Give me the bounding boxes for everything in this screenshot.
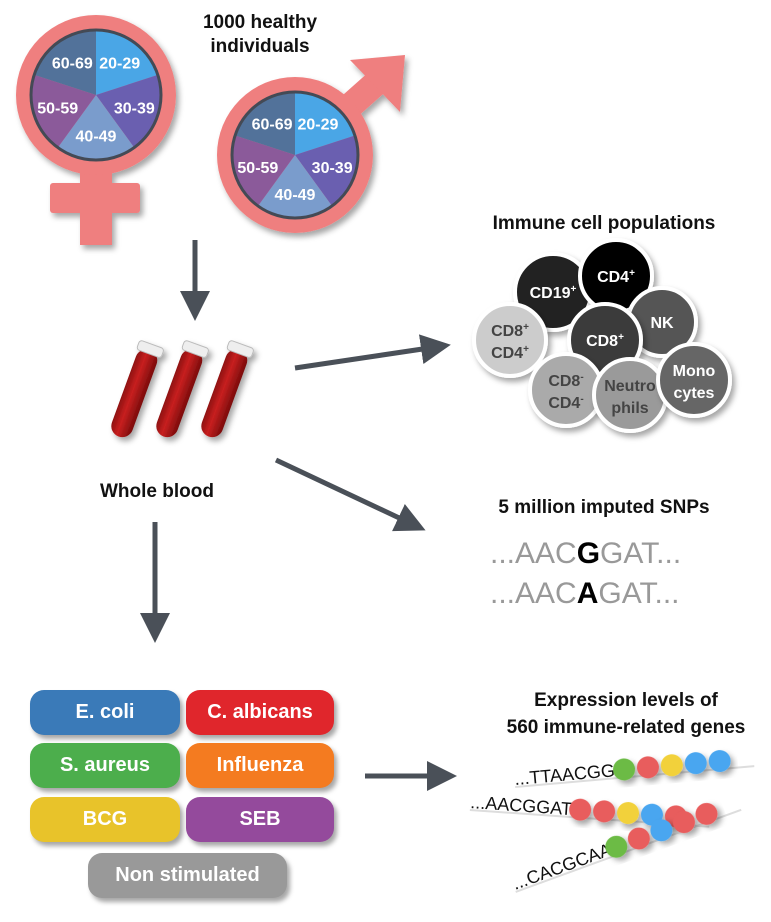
cell-label: CD4+ <box>491 344 529 362</box>
male-age-pie: 20-29 30-39 40-49 50-59 60-69 <box>230 90 360 220</box>
cell-cd8cd4: CD8+ CD4+ <box>472 302 548 378</box>
pie-label: 20-29 <box>297 116 338 133</box>
pie-label: 40-49 <box>76 128 117 145</box>
title-line-1: 1000 healthy <box>203 12 317 33</box>
arrow-to-immune-cells <box>294 334 451 371</box>
pie-label: 60-69 <box>52 55 93 72</box>
blood-tubes-icon <box>111 340 254 438</box>
expression-rows: ...TTAACGG ...AACGGAT ...CACGCAA <box>470 750 755 894</box>
expression-dot <box>569 798 592 821</box>
cell-label: CD4+ <box>597 268 635 286</box>
cell-label: CD4- <box>548 394 583 412</box>
expression-dot <box>695 802 718 825</box>
pie-label: 50-59 <box>37 100 78 117</box>
snp-sequences: ...AACGGAT... ...AACAGAT... <box>490 537 681 610</box>
expression-row: ...TTAACGG <box>514 750 755 789</box>
pie-slice-40-49 <box>57 95 135 160</box>
expression-dot <box>617 802 640 825</box>
arrow-to-snps <box>274 457 426 532</box>
snp-sequence: ...AACAGAT... <box>490 577 680 610</box>
gene-sequence: ...AACGGAT <box>470 792 573 819</box>
pie-label: 40-49 <box>275 187 316 204</box>
pie-slice-60-69 <box>34 30 96 95</box>
cell-nk: NK <box>626 286 698 358</box>
cell-label: NK <box>650 315 674 332</box>
pie-slice-60-69 <box>235 92 295 155</box>
pie-slice-50-59 <box>31 74 97 148</box>
pie-slice-20-29 <box>96 30 158 95</box>
cell-label: CD8+ <box>586 332 624 350</box>
expression-dot <box>613 758 636 781</box>
cell-monocytes: Mono cytes <box>656 342 732 418</box>
expression-dot <box>672 811 695 834</box>
expression-dot <box>593 800 616 823</box>
cell-label: Mono <box>673 363 716 380</box>
stimulus-influenza: Influenza <box>186 743 334 788</box>
pie-label: 30-39 <box>114 100 155 117</box>
pie-label: 20-29 <box>99 55 140 72</box>
cell-label: CD8- <box>548 372 583 390</box>
female-age-pie: 20-29 30-39 40-49 50-59 60-69 <box>29 28 163 162</box>
expression-dot <box>650 819 673 842</box>
snps-title: 5 million imputed SNPs <box>498 497 709 518</box>
snp-sequence: ...AACGGAT... <box>490 537 681 570</box>
cell-neutrophils: Neutro phils <box>592 357 668 433</box>
pie-slice-40-49 <box>257 155 333 219</box>
pie-slice-30-39 <box>96 74 162 148</box>
snp-allele: G <box>577 537 600 570</box>
cell-cd8cd4: CD8- CD4- <box>528 352 604 428</box>
expression-title-1: Expression levels of <box>534 690 718 711</box>
stimulus-c-albicans: C. albicans <box>186 690 334 735</box>
pie-slice-20-29 <box>295 92 355 155</box>
cell-cd4: CD4+ <box>578 238 654 314</box>
gene-sequence: ...TTAACGG <box>514 760 616 789</box>
expression-dot <box>627 827 650 850</box>
stimulus-seb: SEB <box>186 797 334 842</box>
pie-slice-50-59 <box>232 135 295 206</box>
expression-dot <box>605 835 628 858</box>
expression-dot <box>636 756 659 779</box>
title-line-2: individuals <box>210 36 309 57</box>
pie-slice-30-39 <box>295 135 358 206</box>
expression-dot <box>660 754 683 777</box>
expression-title-2: 560 immune-related genes <box>507 717 746 738</box>
stimulus-e-coli: E. coli <box>30 690 180 735</box>
cell-label: Neutro <box>604 378 656 395</box>
immune-title: Immune cell populations <box>493 213 716 234</box>
cell-label: CD8+ <box>491 322 529 340</box>
pie-label: 50-59 <box>237 160 278 177</box>
cell-label: cytes <box>674 385 715 402</box>
pie-label: 30-39 <box>312 160 353 177</box>
whole-blood-label: Whole blood <box>100 481 214 502</box>
stimulus-non-stimulated: Non stimulated <box>88 853 287 898</box>
expression-dot <box>708 750 731 773</box>
snp-allele: A <box>577 577 599 610</box>
cell-label: CD19+ <box>530 284 577 302</box>
gene-sequence: ...CACGCAA <box>510 839 615 893</box>
pie-label: 60-69 <box>252 116 293 133</box>
stimulus-s-aureus: S. aureus <box>30 743 180 788</box>
expression-dot <box>684 752 707 775</box>
immune-cells: CD19+ CD4+ NK CD8+ CD8+ CD4+ CD8- CD4- Neutro phi… <box>472 238 732 433</box>
stimulus-bcg: BCG <box>30 797 180 842</box>
cell-label: phils <box>611 400 648 417</box>
